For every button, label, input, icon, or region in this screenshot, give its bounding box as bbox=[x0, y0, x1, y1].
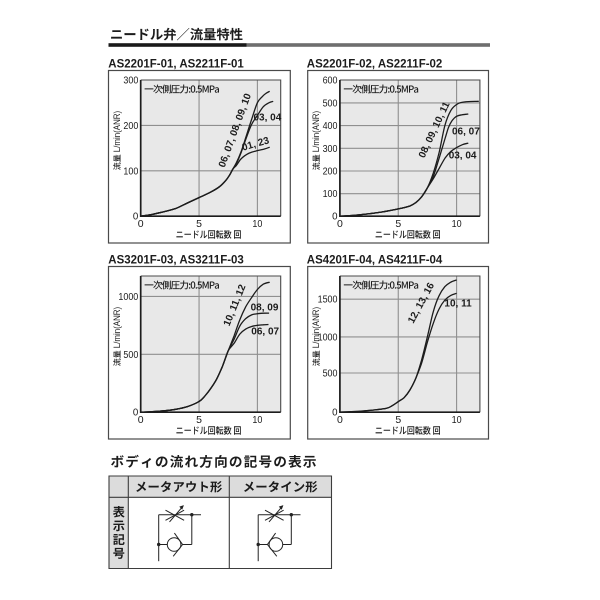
svg-text:400: 400 bbox=[323, 121, 338, 132]
svg-text:5: 5 bbox=[196, 414, 202, 426]
svg-text:10, 11: 10, 11 bbox=[444, 299, 472, 310]
svg-text:0: 0 bbox=[138, 414, 144, 426]
svg-text:500: 500 bbox=[323, 369, 338, 380]
svg-text:100: 100 bbox=[123, 166, 138, 177]
svg-text:500: 500 bbox=[323, 98, 338, 109]
svg-text:0: 0 bbox=[337, 414, 343, 426]
svg-text:L/min(ANR): L/min(ANR) bbox=[112, 111, 122, 153]
svg-text:0: 0 bbox=[133, 408, 139, 419]
svg-text:10: 10 bbox=[252, 218, 262, 230]
svg-text:AS2201F-02, AS2211F-02: AS2201F-02, AS2211F-02 bbox=[307, 56, 443, 70]
svg-text:10: 10 bbox=[452, 218, 462, 230]
svg-text:5: 5 bbox=[395, 218, 401, 230]
svg-text:L/min(ANR): L/min(ANR) bbox=[311, 307, 321, 349]
svg-text:0: 0 bbox=[332, 212, 338, 223]
svg-text:0: 0 bbox=[337, 218, 343, 230]
svg-text:5: 5 bbox=[196, 218, 202, 230]
svg-text:0: 0 bbox=[133, 212, 139, 223]
svg-text:200: 200 bbox=[323, 167, 338, 178]
svg-text:300: 300 bbox=[123, 76, 138, 87]
svg-text:1500: 1500 bbox=[318, 295, 338, 306]
svg-text:300: 300 bbox=[323, 144, 338, 155]
svg-text:L/min(ANR): L/min(ANR) bbox=[112, 307, 122, 349]
svg-text:600: 600 bbox=[323, 76, 338, 87]
svg-text:1000: 1000 bbox=[318, 332, 338, 343]
svg-text:100: 100 bbox=[323, 189, 338, 200]
svg-text:06, 07: 06, 07 bbox=[452, 127, 480, 138]
svg-text:5: 5 bbox=[395, 414, 401, 426]
svg-text:0: 0 bbox=[138, 218, 144, 230]
svg-text:03, 04: 03, 04 bbox=[254, 112, 282, 123]
svg-text:10: 10 bbox=[252, 414, 262, 426]
svg-text:AS4201F-04, AS4211F-04: AS4201F-04, AS4211F-04 bbox=[307, 252, 443, 266]
svg-text:L/min(ANR): L/min(ANR) bbox=[311, 111, 321, 153]
svg-text:03, 04: 03, 04 bbox=[449, 151, 477, 162]
svg-text:08, 09: 08, 09 bbox=[251, 302, 279, 313]
svg-text:500: 500 bbox=[123, 350, 138, 361]
svg-text:10: 10 bbox=[452, 414, 462, 426]
svg-text:06, 07: 06, 07 bbox=[251, 327, 279, 338]
svg-text:1000: 1000 bbox=[118, 292, 138, 303]
svg-text:0: 0 bbox=[332, 408, 338, 419]
svg-text:AS2201F-01, AS2211F-01: AS2201F-01, AS2211F-01 bbox=[108, 56, 244, 70]
svg-text:AS3201F-03, AS3211F-03: AS3201F-03, AS3211F-03 bbox=[108, 252, 244, 266]
svg-text:200: 200 bbox=[123, 121, 138, 132]
